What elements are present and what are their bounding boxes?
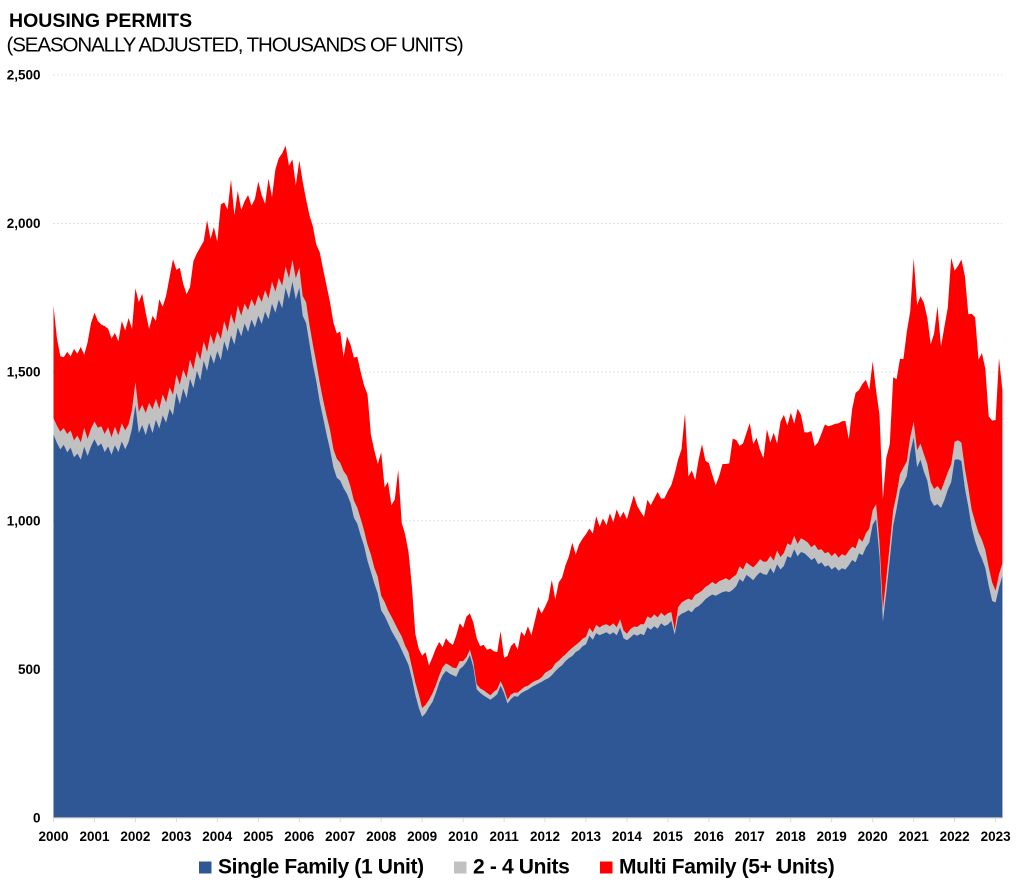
svg-text:500: 500 <box>18 662 41 677</box>
svg-text:2006: 2006 <box>284 829 315 844</box>
svg-text:HOUSING PERMITS: HOUSING PERMITS <box>9 10 192 32</box>
svg-text:2008: 2008 <box>366 829 397 844</box>
svg-text:2004: 2004 <box>202 829 233 844</box>
svg-text:2 - 4 Units: 2 - 4 Units <box>473 856 570 879</box>
svg-text:1,000: 1,000 <box>7 513 41 528</box>
svg-text:2018: 2018 <box>776 829 807 844</box>
svg-text:2013: 2013 <box>571 829 602 844</box>
svg-text:0: 0 <box>33 811 41 826</box>
svg-text:(SEASONALLY ADJUSTED, THOUSAND: (SEASONALLY ADJUSTED, THOUSANDS OF UNITS… <box>7 34 463 57</box>
svg-text:2011: 2011 <box>489 829 519 844</box>
svg-text:2019: 2019 <box>817 829 847 844</box>
svg-text:2020: 2020 <box>858 829 888 844</box>
svg-text:Multi Family (5+ Units): Multi Family (5+ Units) <box>619 856 834 879</box>
svg-text:Single Family (1 Unit): Single Family (1 Unit) <box>218 856 424 879</box>
svg-text:2009: 2009 <box>407 829 437 844</box>
svg-text:2002: 2002 <box>120 829 150 844</box>
svg-text:2012: 2012 <box>530 829 560 844</box>
svg-text:1,500: 1,500 <box>7 365 41 380</box>
svg-text:2016: 2016 <box>694 829 725 844</box>
svg-text:2014: 2014 <box>612 829 643 844</box>
svg-text:2021: 2021 <box>899 829 930 844</box>
svg-text:2010: 2010 <box>448 829 478 844</box>
svg-text:2003: 2003 <box>161 829 192 844</box>
svg-text:2022: 2022 <box>940 829 970 844</box>
svg-text:2,500: 2,500 <box>7 67 41 82</box>
svg-text:2015: 2015 <box>653 829 684 844</box>
svg-text:2007: 2007 <box>325 829 355 844</box>
svg-text:2,000: 2,000 <box>7 216 41 231</box>
svg-text:2005: 2005 <box>243 829 274 844</box>
svg-text:2001: 2001 <box>79 829 110 844</box>
svg-text:2000: 2000 <box>38 829 68 844</box>
svg-text:2023: 2023 <box>981 829 1012 844</box>
svg-text:2017: 2017 <box>735 829 765 844</box>
